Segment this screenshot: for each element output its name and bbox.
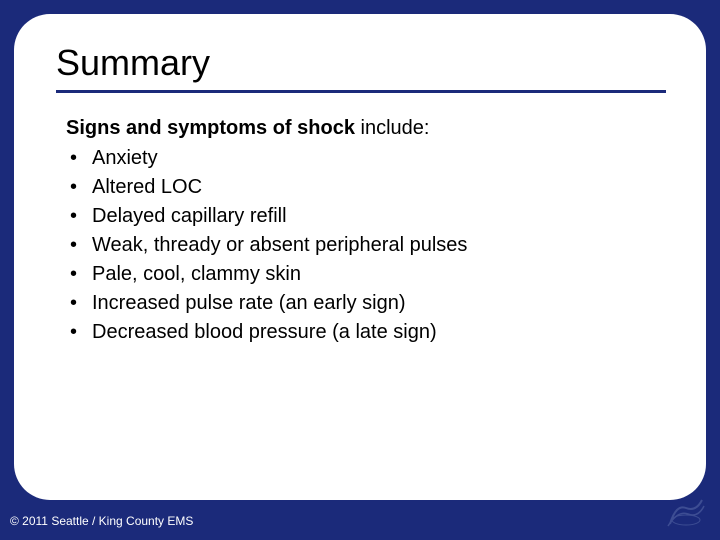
list-item: Increased pulse rate (an early sign) bbox=[66, 289, 666, 318]
list-item: Delayed capillary refill bbox=[66, 202, 666, 231]
list-item: Pale, cool, clammy skin bbox=[66, 260, 666, 289]
list-item: Anxiety bbox=[66, 144, 666, 173]
copyright-footer: © 2011 Seattle / King County EMS bbox=[10, 514, 193, 528]
slide-card: Summary Signs and symptoms of shock incl… bbox=[14, 14, 706, 500]
bullet-list: Anxiety Altered LOC Delayed capillary re… bbox=[66, 144, 666, 347]
lead-rest: include: bbox=[355, 117, 430, 139]
slide-content: Signs and symptoms of shock include: Anx… bbox=[60, 117, 666, 347]
list-item: Weak, thready or absent peripheral pulse… bbox=[66, 231, 666, 260]
list-item: Decreased blood pressure (a late sign) bbox=[66, 318, 666, 347]
ems-logo-icon bbox=[664, 494, 708, 530]
lead-bold: Signs and symptoms of shock bbox=[66, 117, 355, 139]
slide-title: Summary bbox=[56, 42, 666, 93]
list-item: Altered LOC bbox=[66, 173, 666, 202]
lead-line: Signs and symptoms of shock include: bbox=[66, 117, 666, 140]
